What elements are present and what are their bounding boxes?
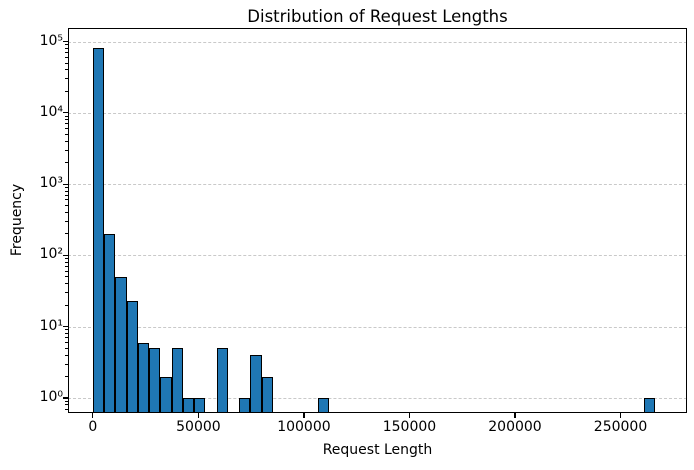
y-gridline xyxy=(68,41,687,43)
x-tick-label: 250000 xyxy=(593,419,648,435)
y-tick-label: 10² xyxy=(39,246,63,263)
y-minor-tick xyxy=(65,376,68,378)
y-minor-tick xyxy=(65,44,68,46)
y-minor-tick xyxy=(65,123,68,125)
y-minor-tick xyxy=(65,347,68,349)
histogram-bar xyxy=(115,276,127,413)
y-minor-tick xyxy=(65,69,68,71)
histogram-bar xyxy=(149,348,161,413)
y-minor-tick xyxy=(65,115,68,117)
y-minor-tick xyxy=(65,329,68,331)
y-minor-tick xyxy=(65,337,68,339)
histogram-bar xyxy=(194,398,206,413)
histogram-bar xyxy=(126,300,138,413)
y-minor-tick xyxy=(65,190,68,192)
y-minor-tick xyxy=(65,233,68,235)
y-minor-tick xyxy=(65,342,68,344)
y-gridline xyxy=(68,112,687,114)
histogram-bar xyxy=(216,348,228,413)
y-gridline xyxy=(68,184,687,186)
y-minor-tick xyxy=(65,133,68,135)
y-minor-tick xyxy=(65,363,68,365)
y-minor-tick xyxy=(65,354,68,356)
y-gridline xyxy=(68,326,687,328)
x-axis-label: Request Length xyxy=(322,442,433,458)
x-tick-label: 100000 xyxy=(277,419,331,435)
y-minor-tick xyxy=(65,205,68,207)
x-major-tick xyxy=(408,413,411,418)
y-minor-tick xyxy=(65,140,68,142)
y-major-tick xyxy=(63,40,68,43)
plot-area xyxy=(68,28,687,413)
y-minor-tick xyxy=(65,149,68,151)
y-minor-tick xyxy=(65,162,68,164)
histogram-bar xyxy=(171,348,183,413)
x-tick-label: 0 xyxy=(88,419,98,435)
y-major-tick xyxy=(63,183,68,185)
x-major-tick xyxy=(303,413,305,418)
y-minor-tick xyxy=(65,62,68,64)
y-minor-tick xyxy=(65,90,68,92)
y-minor-tick xyxy=(65,212,68,213)
histogram-bar xyxy=(250,355,262,413)
x-major-tick xyxy=(92,413,94,418)
x-major-tick xyxy=(514,413,516,418)
y-minor-tick xyxy=(65,333,68,335)
histogram-bar xyxy=(104,233,116,413)
y-tick-label: 10³ xyxy=(39,175,63,192)
y-gridline xyxy=(68,398,687,400)
y-minor-tick xyxy=(65,199,68,201)
y-minor-tick xyxy=(65,292,68,294)
histogram-bar xyxy=(137,342,150,413)
x-tick-label: 150000 xyxy=(382,419,437,435)
y-minor-tick xyxy=(65,258,68,260)
y-minor-tick xyxy=(65,400,68,402)
histogram-bar xyxy=(239,398,251,413)
x-tick-label: 200000 xyxy=(488,419,542,435)
y-minor-tick xyxy=(65,47,68,49)
y-minor-tick xyxy=(65,119,68,121)
y-minor-tick xyxy=(65,78,68,80)
y-minor-tick xyxy=(65,220,68,222)
y-tick-label: 10⁵ xyxy=(39,32,63,49)
y-minor-tick xyxy=(65,276,68,278)
y-minor-tick xyxy=(65,186,68,188)
y-tick-label: 10¹ xyxy=(39,317,63,334)
y-minor-tick xyxy=(65,304,68,306)
histogram-bar xyxy=(182,398,195,413)
y-minor-tick xyxy=(65,283,68,285)
y-major-tick xyxy=(63,326,68,328)
y-minor-tick xyxy=(65,270,68,272)
histogram-bar xyxy=(261,376,273,413)
histogram-bar xyxy=(160,376,172,413)
histogram-bar xyxy=(92,48,105,413)
x-major-tick xyxy=(197,413,199,418)
chart-title: Distribution of Request Lengths xyxy=(247,7,508,26)
y-minor-tick xyxy=(65,265,68,267)
x-major-tick xyxy=(619,413,622,418)
y-minor-tick xyxy=(65,128,68,130)
y-minor-tick xyxy=(65,194,68,196)
y-tick-label: 10⁴ xyxy=(39,103,63,120)
x-tick-label: 50000 xyxy=(176,419,221,435)
y-tick-label: 10⁰ xyxy=(39,389,63,406)
y-minor-tick xyxy=(65,52,68,54)
histogram-bar xyxy=(644,398,656,413)
y-minor-tick xyxy=(65,404,68,406)
y-major-tick xyxy=(63,254,68,257)
histogram-bar xyxy=(317,398,330,413)
y-major-tick xyxy=(63,397,68,399)
y-minor-tick xyxy=(65,261,68,263)
y-axis-label: Frequency xyxy=(9,183,25,257)
y-major-tick xyxy=(63,112,68,114)
y-minor-tick xyxy=(65,56,68,58)
y-gridline xyxy=(68,255,687,257)
y-minor-tick xyxy=(65,408,68,410)
